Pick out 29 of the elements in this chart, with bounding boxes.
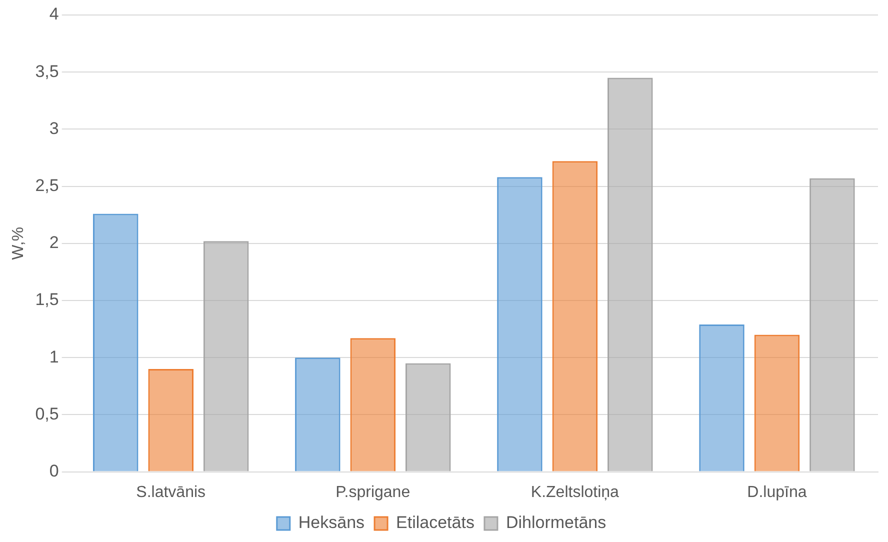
y-tick-label: 1,5	[35, 290, 59, 310]
bar	[203, 241, 249, 472]
bar	[754, 334, 800, 472]
bar	[92, 214, 138, 472]
y-tick-label: 2	[49, 233, 59, 252]
legend-label: Etilacetāts	[396, 513, 474, 532]
x-tick-label: S.latvānis	[136, 484, 206, 501]
bar	[552, 161, 598, 472]
y-tick-label: 0	[49, 461, 59, 480]
bar	[497, 177, 542, 472]
bar	[810, 178, 855, 472]
bar	[295, 358, 340, 472]
bar	[350, 338, 396, 472]
y-tick-label: 0,5	[35, 404, 59, 424]
bar	[148, 369, 194, 472]
legend-label: Heksāns	[298, 513, 365, 532]
y-tick-label: 4	[49, 4, 59, 24]
y-tick-label: 3	[49, 118, 59, 138]
bar	[405, 363, 451, 472]
bar	[608, 78, 653, 472]
legend-label: Dihlormetāns	[506, 513, 606, 532]
y-axis-title: W,%	[10, 226, 28, 260]
y-tick-label: 2,5	[35, 176, 59, 195]
x-tick-label: D.lupīna	[747, 484, 807, 501]
y-tick-label: 3,5	[35, 62, 59, 81]
x-tick-label: P.sprigane	[336, 484, 410, 501]
bar	[699, 324, 744, 472]
x-tick-label: K.Zeltslotiņa	[530, 484, 620, 501]
y-tick-label: 1	[49, 347, 59, 366]
